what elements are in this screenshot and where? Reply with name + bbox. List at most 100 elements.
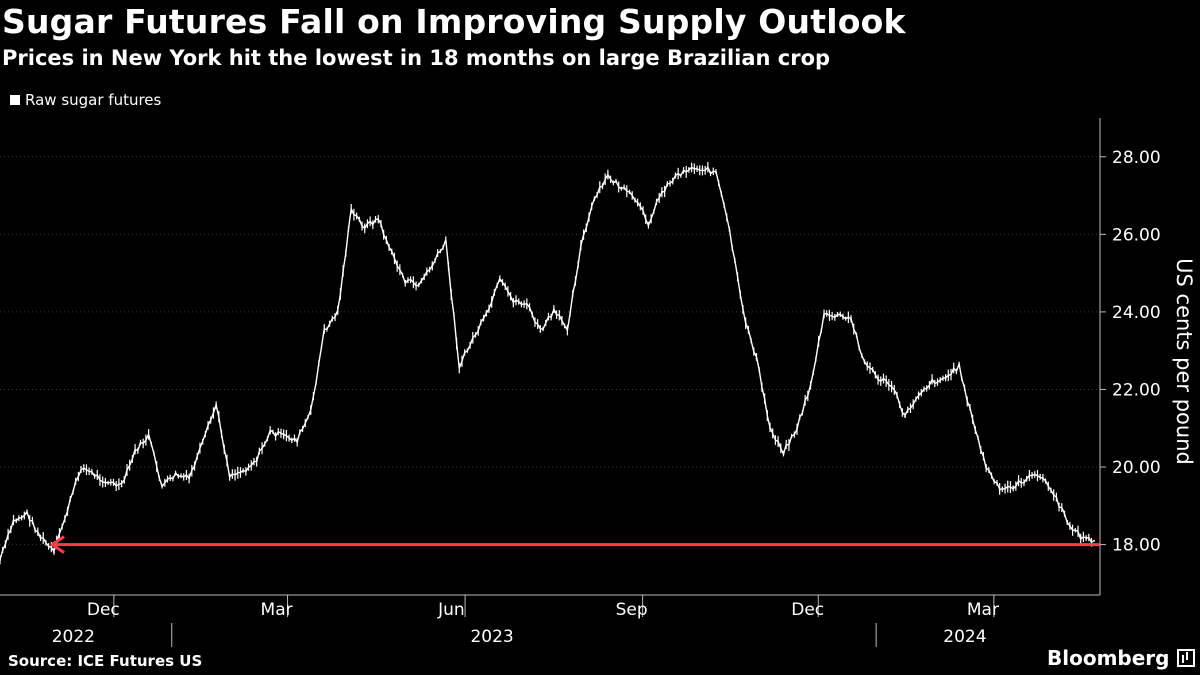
- data-point: [823, 314, 825, 317]
- data-point: [188, 477, 191, 480]
- source-note: Source: ICE Futures US: [8, 652, 203, 670]
- data-point: [282, 435, 285, 437]
- y-tick-label: 20.00: [1112, 458, 1161, 478]
- data-point: [971, 419, 974, 422]
- data-point: [147, 435, 150, 437]
- data-point: [566, 326, 569, 329]
- legend-swatch: [10, 95, 20, 105]
- data-point: [0, 559, 1, 561]
- data-point: [377, 217, 380, 220]
- data-point: [512, 299, 515, 302]
- x-tick-label: Dec: [87, 600, 120, 620]
- y-tick-label: 22.00: [1112, 380, 1161, 400]
- x-tick-label: Mar: [261, 600, 293, 620]
- data-point: [242, 470, 245, 472]
- data-point: [931, 380, 934, 383]
- y-tick-label: 18.00: [1112, 536, 1161, 556]
- data-point: [336, 311, 339, 313]
- data-point: [431, 264, 434, 267]
- y-tick-label: 28.00: [1112, 148, 1161, 168]
- series-line: [0, 165, 1095, 561]
- data-point: [904, 415, 906, 418]
- data-point: [890, 384, 893, 387]
- data-point: [782, 450, 785, 453]
- y-tick-label: 26.00: [1112, 225, 1161, 245]
- y-axis-label: US cents per pound: [1172, 258, 1196, 465]
- data-point: [444, 241, 447, 243]
- series-raw-sugar-futures: [0, 162, 1096, 565]
- annotation-arrow-head: [50, 535, 65, 554]
- data-point: [458, 365, 461, 368]
- data-point: [728, 229, 731, 232]
- data-point: [350, 210, 353, 212]
- year-label: 2022: [52, 627, 95, 647]
- data-point: [525, 303, 528, 306]
- data-point: [161, 485, 164, 488]
- data-point: [769, 427, 771, 430]
- data-point: [796, 427, 798, 430]
- data-point: [755, 357, 758, 360]
- data-point: [120, 485, 123, 488]
- data-point: [593, 198, 596, 201]
- data-point: [715, 171, 717, 174]
- data-point: [215, 404, 218, 406]
- data-point: [1012, 485, 1015, 488]
- data-point: [863, 361, 866, 364]
- data-point: [1093, 539, 1096, 542]
- data-point: [661, 190, 663, 193]
- year-label: 2024: [943, 627, 986, 647]
- data-point: [944, 376, 947, 379]
- data-point: [1025, 477, 1028, 480]
- data-point: [917, 392, 920, 395]
- data-point: [390, 252, 393, 255]
- data-point: [620, 186, 623, 189]
- year-label: 2023: [470, 627, 513, 647]
- data-point: [742, 311, 744, 313]
- data-point: [39, 535, 42, 538]
- chart-title: Sugar Futures Fall on Improving Supply O…: [2, 2, 906, 41]
- chart-subtitle: Prices in New York hit the lowest in 18 …: [2, 46, 831, 70]
- x-tick-label: Dec: [791, 600, 824, 620]
- data-point: [107, 481, 109, 484]
- data-point: [850, 318, 852, 321]
- data-point: [309, 411, 312, 414]
- data-point: [539, 330, 542, 333]
- data-point: [836, 314, 839, 317]
- data-point: [269, 431, 272, 434]
- data-point: [93, 473, 96, 476]
- data-point: [998, 489, 1001, 492]
- data-point: [363, 225, 366, 228]
- data-point: [471, 338, 474, 340]
- data-point: [174, 473, 177, 476]
- data-point: [417, 283, 420, 286]
- data-point: [201, 442, 204, 445]
- data-point: [80, 466, 82, 468]
- data-point: [12, 520, 15, 523]
- brand-logo: Bloomberg: [1047, 646, 1196, 670]
- data-point: [1079, 535, 1082, 538]
- data-point: [606, 175, 609, 178]
- data-point: [53, 551, 55, 554]
- legend-label: Raw sugar futures: [25, 91, 162, 109]
- data-point: [1066, 520, 1069, 523]
- data-point: [26, 512, 28, 515]
- x-tick-label: Jun: [437, 600, 465, 620]
- data-point: [255, 458, 258, 461]
- x-tick-label: Sep: [616, 600, 648, 620]
- data-point: [552, 311, 555, 313]
- legend: Raw sugar futures: [10, 91, 161, 109]
- chart-icon: [1177, 649, 1196, 667]
- data-point: [296, 438, 299, 441]
- data-point: [688, 167, 690, 170]
- data-point: [485, 314, 488, 317]
- data-point: [323, 330, 326, 333]
- data-point: [634, 198, 636, 201]
- data-point: [579, 245, 582, 247]
- brand-name: Bloomberg: [1047, 646, 1170, 670]
- data-point: [404, 279, 407, 282]
- y-tick-label: 24.00: [1112, 303, 1161, 323]
- data-point: [1039, 473, 1042, 476]
- data-point: [66, 508, 69, 511]
- data-point: [877, 376, 879, 379]
